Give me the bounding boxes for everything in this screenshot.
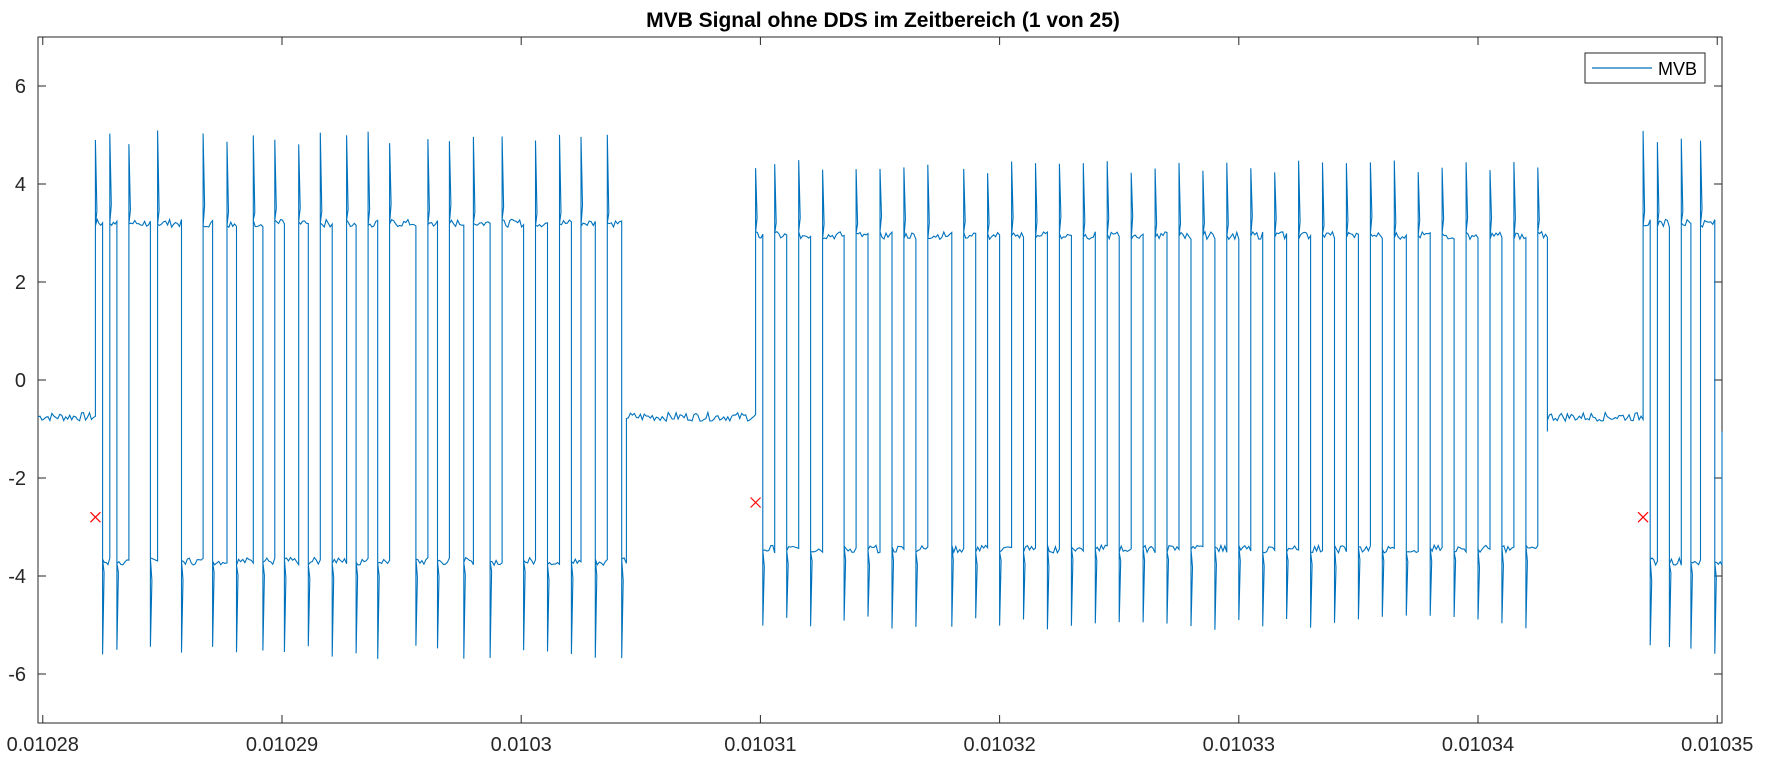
legend: MVB (1584, 52, 1706, 84)
y-tick-label: 4 (15, 174, 26, 196)
x-tick-label: 0.01034 (1442, 734, 1514, 756)
y-tick-label: -2 (8, 468, 26, 490)
x-tick-label: 0.01032 (963, 734, 1035, 756)
legend-label-mvb: MVB (1658, 59, 1697, 79)
axis-ticks (38, 37, 1722, 723)
marker-point (1637, 511, 1649, 523)
chart-title: MVB Signal ohne DDS im Zeitbereich (1 vo… (646, 9, 1120, 32)
x-tick-label: 0.01035 (1681, 734, 1753, 756)
marker-point (89, 511, 101, 523)
y-tick-label: 2 (15, 272, 26, 294)
y-tick-label: 0 (15, 370, 26, 392)
y-tick-label: -4 (8, 566, 26, 588)
x-tick-label: 0.01029 (246, 734, 318, 756)
y-tick-label: -6 (8, 664, 26, 686)
marker-layer (89, 497, 1649, 523)
y-tick-label: 6 (15, 76, 26, 98)
series-line-mvb (37, 130, 1723, 659)
x-tick-label: 0.01031 (724, 734, 796, 756)
signal-layer (37, 130, 1723, 659)
x-tick-label: 0.01033 (1203, 734, 1275, 756)
axis-tick-labels: 0.01028 0.01029 0.0103 0.01031 0.01032 0.0103… (7, 76, 1754, 756)
x-tick-label: 0.01028 (7, 734, 79, 756)
marker-point (750, 497, 762, 508)
x-tick-label: 0.0103 (491, 734, 552, 756)
